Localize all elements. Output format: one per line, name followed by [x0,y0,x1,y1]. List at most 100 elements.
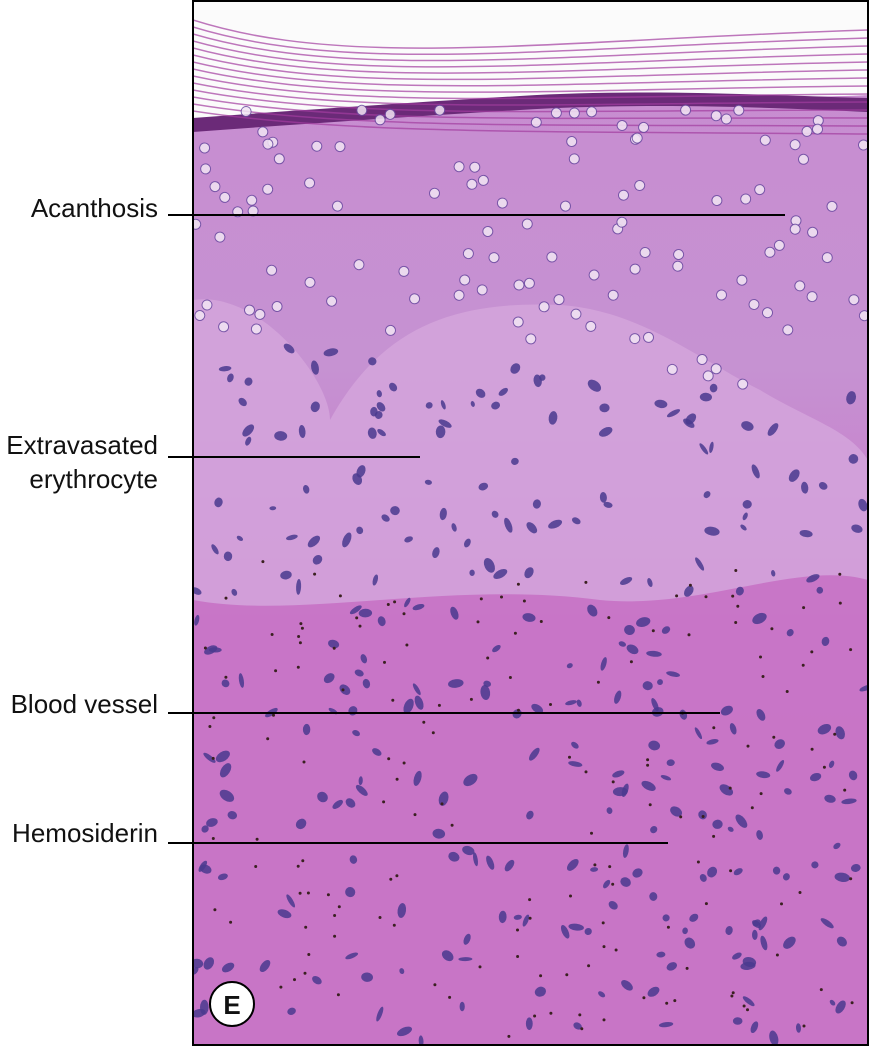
nucleus [238,673,245,688]
hemosiderin-granule [685,966,689,970]
nucleus [850,864,861,872]
keratinocyte [512,316,524,328]
micrograph [193,1,868,1045]
nucleus [641,780,656,791]
keratinocyte [798,153,809,165]
keratinocyte [566,136,578,147]
hemosiderin-granule [500,595,503,599]
nucleus [287,1007,296,1015]
keratinocyte [607,289,619,301]
nucleus [587,379,602,392]
hemosiderin-granule [301,859,305,863]
hemosiderin-granule [517,708,520,712]
keratinocyte [740,193,752,205]
nucleus [799,529,813,538]
nucleus [438,419,452,428]
hemosiderin-granule [336,993,340,997]
nucleus [310,401,320,413]
nucleus [684,585,694,597]
hemosiderin-granule [528,898,532,902]
nucleus [620,577,633,585]
nucleus [712,819,723,829]
nucleus [376,390,382,398]
keratinocyte [672,260,684,272]
keratinocyte [568,153,580,165]
nucleus [698,810,707,820]
keratinocyte [246,194,258,206]
nucleus [735,586,744,596]
hemosiderin-granule [593,863,597,867]
nucleus [598,427,613,437]
keratinocyte [262,183,274,195]
nucleus [560,925,570,939]
hemosiderin-granule [229,920,233,924]
hemosiderin-granule [395,777,399,781]
panel-badge [209,981,255,1027]
hemosiderin-granule [413,813,417,817]
nucleus [651,707,664,717]
hemosiderin-granule [750,806,754,810]
keratinocyte [374,114,386,126]
keratinocyte [631,132,643,144]
hemosiderin-granule [602,945,606,949]
hemosiderin-granule [843,788,847,792]
keratinocyte [680,104,692,116]
nucleus [782,873,790,881]
nucleus [448,851,460,862]
nucleus [858,498,868,512]
keratinocyte [711,194,723,206]
nucleus [339,684,351,695]
nucleus [486,855,495,870]
nucleus [742,512,748,521]
nucleus [729,723,737,735]
hemosiderin-granule [211,756,215,760]
nucleus [404,536,413,543]
nucleus [286,534,298,541]
keratinocyte [209,181,221,193]
nucleus [259,959,271,973]
nucleus [666,671,680,677]
keratinocyte [530,116,542,128]
hemosiderin-granule [565,973,569,977]
nucleus [835,726,845,740]
nucleus [399,968,405,975]
hemosiderin-granule [590,831,593,835]
keratinocyte [570,308,582,320]
nucleus [498,910,507,924]
nucleus [833,842,841,850]
nucleus [658,1021,674,1028]
nucleus [451,523,457,532]
nucleus [533,374,542,388]
nucleus [211,544,219,555]
nucleus [480,685,491,700]
keratinocyte [710,363,722,375]
hemosiderin-granule [300,626,304,630]
nucleus [654,399,668,409]
hemosiderin-granule [516,582,520,586]
hemosiderin-granule [469,697,473,701]
keratinocyte [240,106,252,117]
cells [193,104,868,1045]
hemosiderin-granule [533,1014,537,1018]
label-text: Blood vessel [11,689,158,719]
hemosiderin-granule [614,948,618,952]
nucleus [368,357,377,366]
nucleus [412,603,425,611]
nucleus [458,957,473,962]
keratinocyte [219,191,231,203]
hemosiderin-granule [224,675,228,679]
nucleus [733,868,743,876]
reticular-dermis [193,575,868,1045]
keratinocyte [546,251,558,263]
nucleus [469,569,475,576]
hemosiderin-granule [580,1027,584,1031]
keratinocyte [521,218,533,230]
hemosiderin-granule [478,965,482,969]
keratinocyte [476,284,488,296]
hemosiderin-granule [298,891,302,895]
nucleus [215,750,230,763]
nucleus [835,1000,846,1014]
nucleus [376,402,386,412]
keratinocyte [794,280,806,292]
nucleus [432,547,440,559]
